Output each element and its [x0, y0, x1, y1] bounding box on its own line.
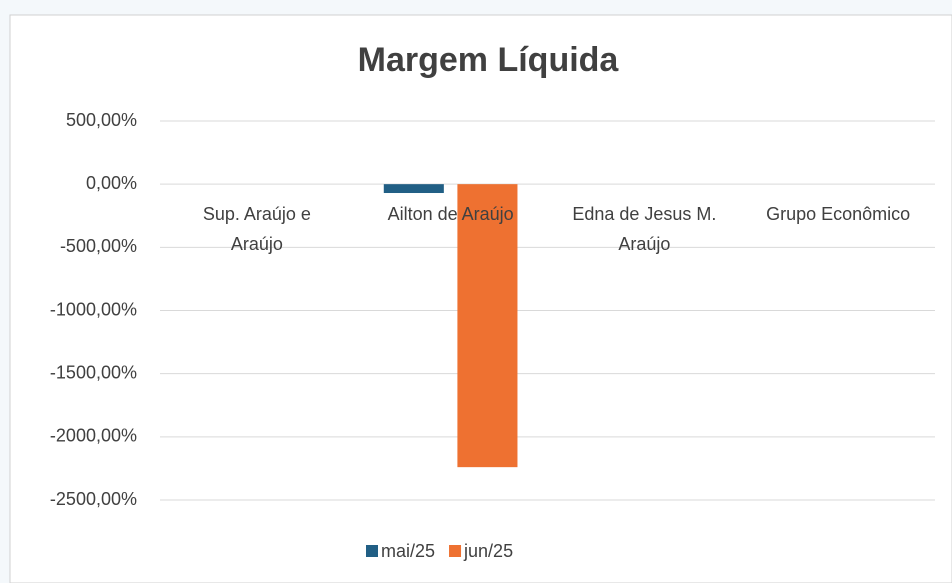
chart-title: Margem Líquida — [358, 41, 620, 79]
x-tick-label: Ailton de Araújo — [388, 204, 514, 224]
y-tick-label: -1000,00% — [50, 299, 137, 319]
legend-label: mai/25 — [381, 541, 435, 561]
x-tick-label: Edna de Jesus M. Araújo — [572, 204, 716, 254]
y-tick-label: -1500,00% — [50, 362, 137, 382]
y-tick-label: -2000,00% — [50, 426, 137, 446]
x-tick-label: Sup. Araújo e Araújo — [203, 204, 311, 254]
y-tick-label: -2500,00% — [50, 489, 137, 509]
y-tick-label: 0,00% — [86, 173, 137, 193]
y-tick-label: 500,00% — [66, 110, 137, 130]
legend-label: jun/25 — [463, 541, 513, 561]
bar — [457, 184, 518, 468]
legend-swatch — [366, 545, 378, 557]
bar — [383, 184, 444, 194]
y-tick-label: -500,00% — [60, 236, 137, 256]
legend-swatch — [449, 545, 462, 557]
x-tick-label: Grupo Econômico — [766, 204, 910, 224]
